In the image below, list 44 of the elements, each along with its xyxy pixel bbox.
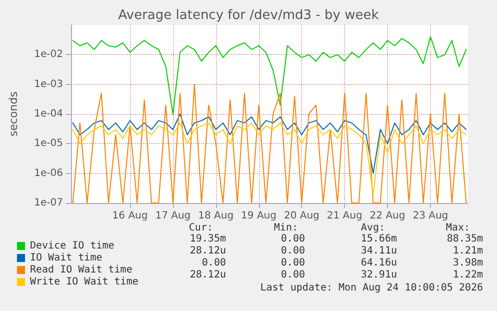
text: 0.00 (280, 258, 305, 268)
y-tick-label: 1e-02 (34, 49, 63, 60)
y-axis-title: seconds (7, 91, 20, 136)
text: 3.98m (452, 258, 483, 268)
text: 0.00 (280, 246, 305, 256)
text: 28.12u (190, 246, 226, 256)
text: Avg: (360, 222, 385, 234)
text: 34.11u (360, 246, 397, 256)
text: 0.00 (202, 258, 226, 268)
text: Min: (274, 222, 298, 234)
y-tick-label: 1e-06 (34, 168, 63, 179)
text: Last update: Mon Aug 24 10:00:05 2026 (260, 282, 483, 294)
x-tick-label: 20 Aug (284, 210, 320, 222)
line-series (72, 36, 467, 114)
legend-label: IO Wait time (30, 252, 102, 264)
line-series (72, 122, 467, 195)
text: 1.21m (452, 246, 483, 256)
text: Max: (446, 222, 470, 234)
x-tick-label: 22 Aug (370, 210, 406, 222)
text: 19.35m (190, 234, 226, 244)
text: 32.91u (360, 270, 397, 280)
text: 15.66m (360, 234, 397, 244)
x-tick-label: 23 Aug (412, 210, 448, 222)
x-tick-label: 19 Aug (241, 210, 276, 222)
chart-title: Average latency for /dev/md3 - by week (118, 8, 380, 23)
x-tick-label: 17 Aug (155, 210, 191, 222)
text: 0.00 (280, 234, 305, 244)
x-tick-label: 21 Aug (326, 210, 362, 222)
y-tick-label: 1e-04 (34, 108, 63, 120)
text: 0.00 (280, 270, 305, 280)
line-series (72, 114, 467, 174)
legend-label: Device IO time (30, 240, 114, 252)
y-tick-label: 1e-07 (34, 198, 63, 208)
text: 28.12u (190, 270, 226, 280)
legend-label: Write IO Wait time (30, 276, 138, 288)
x-tick-label: 16 Aug (112, 210, 148, 222)
y-tick-label: 1e-05 (34, 138, 63, 150)
x-tick-label: 18 Aug (198, 210, 234, 222)
text: Cur: (188, 222, 213, 234)
text: 1.22m (452, 270, 483, 280)
text: 64.16u (360, 258, 397, 268)
legend-label: Read IO Wait time (30, 264, 132, 276)
text: 88.35m (446, 234, 483, 244)
y-tick-label: 1e-03 (34, 78, 63, 90)
